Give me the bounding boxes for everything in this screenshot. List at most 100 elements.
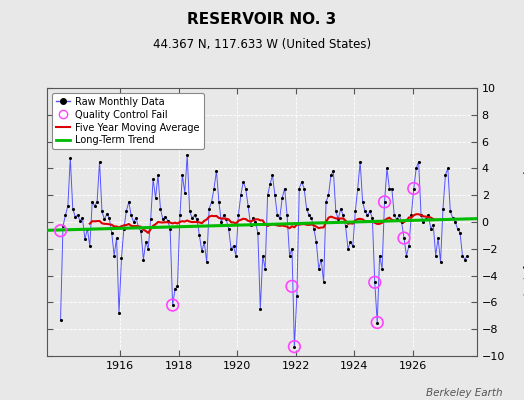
Point bbox=[320, 279, 328, 286]
Point bbox=[302, 206, 311, 212]
Point bbox=[63, 203, 72, 209]
Point bbox=[354, 185, 362, 192]
Point bbox=[363, 212, 372, 218]
Point bbox=[69, 206, 77, 212]
Point bbox=[237, 192, 245, 198]
Point bbox=[288, 246, 296, 252]
Point bbox=[348, 243, 357, 249]
Point bbox=[327, 172, 335, 178]
Point bbox=[424, 212, 433, 218]
Point bbox=[230, 243, 238, 249]
Point bbox=[98, 208, 106, 214]
Point bbox=[273, 212, 281, 218]
Point bbox=[305, 212, 313, 218]
Point bbox=[456, 230, 464, 236]
Point bbox=[310, 226, 318, 232]
Point bbox=[144, 246, 152, 252]
Point bbox=[239, 178, 247, 185]
Point bbox=[258, 252, 267, 259]
Point bbox=[256, 306, 265, 312]
Point bbox=[246, 222, 255, 228]
Point bbox=[266, 181, 274, 188]
Point bbox=[205, 206, 213, 212]
Point bbox=[57, 228, 65, 234]
Point bbox=[317, 256, 325, 263]
Point bbox=[412, 165, 420, 172]
Point bbox=[324, 192, 333, 198]
Point bbox=[290, 344, 299, 350]
Point bbox=[100, 216, 108, 222]
Point bbox=[168, 302, 177, 308]
Point bbox=[227, 246, 235, 252]
Point bbox=[154, 172, 162, 178]
Point bbox=[149, 176, 157, 182]
Point bbox=[141, 239, 150, 245]
Point bbox=[449, 215, 457, 221]
Point bbox=[436, 259, 445, 266]
Point bbox=[322, 199, 330, 205]
Point bbox=[59, 223, 67, 229]
Point bbox=[356, 158, 364, 165]
Point bbox=[380, 199, 389, 205]
Point bbox=[431, 252, 440, 259]
Point bbox=[83, 226, 92, 232]
Text: RESERVOIR NO. 3: RESERVOIR NO. 3 bbox=[188, 12, 336, 27]
Point bbox=[280, 185, 289, 192]
Point bbox=[358, 199, 367, 205]
Point bbox=[163, 218, 172, 224]
Point bbox=[183, 152, 191, 158]
Point bbox=[405, 243, 413, 249]
Point bbox=[103, 211, 111, 217]
Point bbox=[147, 216, 155, 222]
Point bbox=[376, 252, 384, 259]
Point bbox=[159, 216, 167, 222]
Point bbox=[215, 199, 223, 205]
Point bbox=[292, 292, 301, 299]
Point bbox=[198, 248, 206, 255]
Point bbox=[71, 214, 79, 220]
Point bbox=[385, 185, 394, 192]
Point bbox=[122, 208, 130, 214]
Point bbox=[193, 216, 201, 222]
Point bbox=[232, 252, 240, 259]
Point bbox=[151, 195, 160, 201]
Point bbox=[400, 235, 408, 241]
Point bbox=[451, 219, 460, 225]
Point bbox=[370, 279, 379, 286]
Point bbox=[119, 226, 128, 232]
Point bbox=[95, 158, 104, 165]
Point bbox=[439, 206, 447, 212]
Point bbox=[176, 212, 184, 218]
Point bbox=[107, 230, 116, 236]
Point bbox=[268, 172, 277, 178]
Point bbox=[402, 252, 411, 259]
Point bbox=[373, 319, 381, 326]
Point bbox=[392, 216, 401, 222]
Point bbox=[441, 172, 450, 178]
Point bbox=[129, 219, 138, 225]
Point bbox=[61, 212, 70, 218]
Point bbox=[112, 235, 121, 241]
Point bbox=[410, 185, 418, 192]
Point bbox=[373, 319, 381, 326]
Point bbox=[81, 236, 89, 243]
Legend: Raw Monthly Data, Quality Control Fail, Five Year Moving Average, Long-Term Tren: Raw Monthly Data, Quality Control Fail, … bbox=[52, 93, 204, 149]
Point bbox=[76, 218, 84, 224]
Point bbox=[93, 199, 101, 205]
Point bbox=[344, 246, 352, 252]
Point bbox=[334, 216, 342, 222]
Point bbox=[458, 252, 467, 259]
Point bbox=[66, 154, 74, 161]
Point bbox=[361, 208, 369, 214]
Text: Berkeley Earth: Berkeley Earth bbox=[427, 388, 503, 398]
Point bbox=[208, 199, 216, 205]
Point bbox=[397, 219, 406, 225]
Point bbox=[368, 215, 377, 221]
Point bbox=[283, 212, 291, 218]
Point bbox=[181, 189, 189, 196]
Point bbox=[271, 192, 279, 198]
Point bbox=[380, 199, 389, 205]
Point bbox=[336, 206, 345, 212]
Point bbox=[91, 203, 99, 209]
Point bbox=[298, 178, 306, 185]
